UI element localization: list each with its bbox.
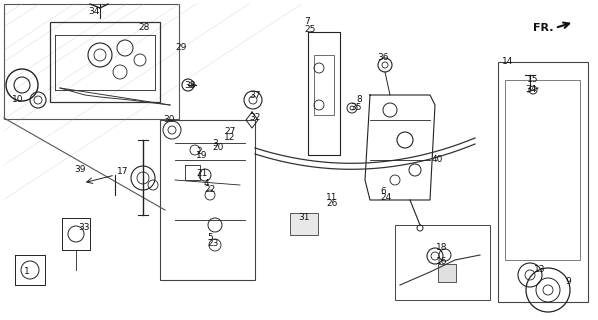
Text: 19: 19 [196,150,208,159]
Text: 40: 40 [432,156,443,164]
Bar [290,213,318,235]
Text: 5: 5 [207,234,213,243]
Text: 29: 29 [175,44,187,52]
Bar [395,225,490,300]
Text: 30: 30 [163,116,175,124]
Text: 7: 7 [304,18,310,27]
Text: 33: 33 [78,223,90,233]
Text: 18: 18 [436,243,447,252]
Bar [314,55,334,115]
Bar [505,80,580,260]
Text: 23: 23 [207,239,218,249]
Text: 20: 20 [212,143,224,153]
Text: 22: 22 [204,186,215,195]
Text: 6: 6 [380,188,386,196]
Text: 34: 34 [525,85,536,94]
Bar [160,120,255,280]
Text: 21: 21 [196,169,208,178]
Bar [50,22,160,102]
Text: FR.: FR. [533,23,554,33]
Bar [4,4,179,119]
Text: 32: 32 [249,114,260,123]
Bar [498,62,588,302]
Text: 9: 9 [565,276,570,285]
Text: 10: 10 [12,95,23,105]
Text: 25: 25 [304,26,315,35]
Text: 4: 4 [204,180,210,188]
Text: 24: 24 [380,194,391,203]
Text: 13: 13 [534,266,545,275]
Text: 3: 3 [212,139,218,148]
Text: 17: 17 [117,166,129,175]
Bar [438,264,456,282]
Text: 1: 1 [24,268,30,276]
Text: 38: 38 [184,81,196,90]
Text: 28: 28 [138,23,150,33]
Text: 16: 16 [436,258,447,267]
Text: 14: 14 [502,58,513,67]
Text: 2: 2 [196,148,202,156]
Text: 12: 12 [224,133,236,142]
Text: 8: 8 [356,95,362,105]
Text: 31: 31 [298,213,310,222]
Text: 35: 35 [350,103,362,113]
Text: 39: 39 [74,165,86,174]
Text: 11: 11 [326,193,337,202]
Text: 37: 37 [249,91,261,100]
Text: 36: 36 [377,53,389,62]
Text: 27: 27 [224,126,236,135]
Text: 34: 34 [88,7,99,17]
Text: 15: 15 [527,76,539,84]
Text: 26: 26 [326,199,337,209]
